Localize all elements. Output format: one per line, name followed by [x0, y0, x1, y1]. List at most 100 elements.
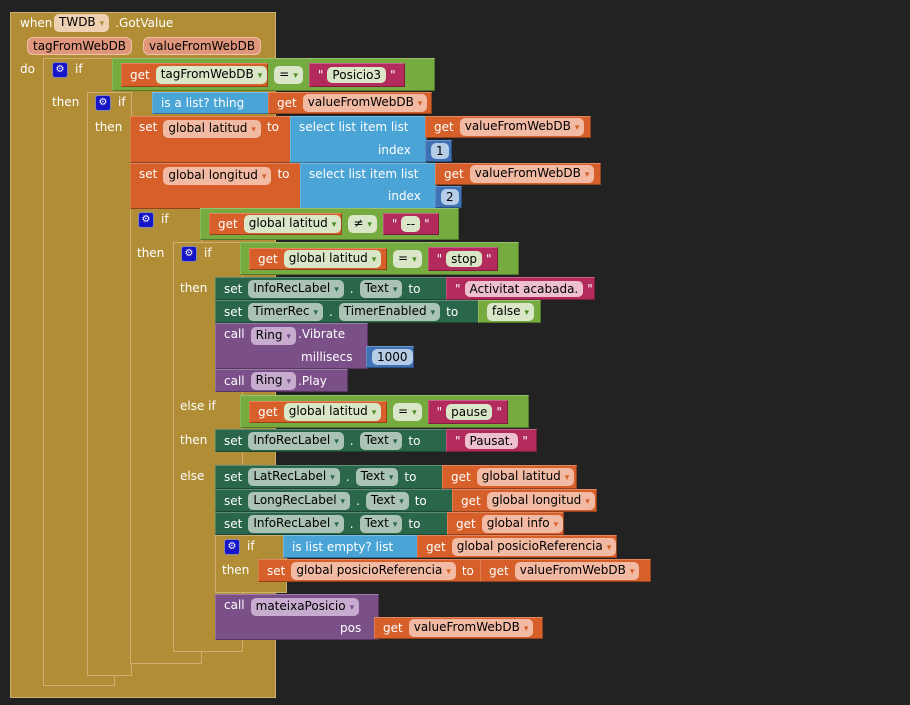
property-dropdown[interactable]: Text ▾	[365, 491, 409, 510]
variable-dropdown[interactable]: global longitud ▾	[163, 167, 272, 185]
number-field[interactable]: 2	[441, 189, 459, 205]
variable-dropdown[interactable]: global latitud ▾	[243, 215, 342, 233]
get-block[interactable]: get global latitud ▾	[249, 400, 387, 423]
number-field[interactable]: 1	[431, 143, 449, 159]
get-block[interactable]: get valueFromWebDB ▾	[374, 617, 543, 639]
gear-icon[interactable]: ⚙	[224, 539, 240, 555]
param-tag[interactable]: tagFromWebDB	[27, 37, 133, 55]
get-block[interactable]: get global latitud ▾	[209, 213, 343, 235]
get-block[interactable]: get global longitud ▾	[452, 489, 597, 512]
set-property-block[interactable]: set InfoRecLabel ▾. Text ▾ to	[215, 429, 449, 452]
gear-icon[interactable]: ⚙	[52, 62, 68, 78]
variable-dropdown[interactable]: global posicioReferencia ▾	[291, 561, 456, 580]
get-block[interactable]: get global latitud ▾	[249, 247, 387, 270]
operator-dropdown[interactable]: ≠ ▾	[348, 215, 377, 233]
set-property-block[interactable]: set InfoRecLabel ▾. Text ▾ to	[215, 277, 449, 300]
component-dropdown[interactable]: TimerRec ▾	[248, 302, 323, 321]
set-lat-label-block[interactable]: set LatRecLabel ▾. Text ▾ to	[215, 465, 444, 489]
property-dropdown[interactable]: TimerEnabled ▾	[338, 302, 441, 321]
property-dropdown[interactable]: Text ▾	[355, 468, 399, 486]
property-dropdown[interactable]: Text ▾	[359, 431, 403, 450]
pos-label: pos	[340, 621, 362, 635]
component-dropdown[interactable]: InfoRecLabel ▾	[248, 431, 344, 450]
is-list-empty-block[interactable]: is list empty? list	[283, 535, 419, 558]
text-block[interactable]: " Pausat. "	[446, 429, 537, 452]
gear-icon[interactable]: ⚙	[95, 95, 111, 111]
text-block[interactable]: " stop "	[427, 246, 498, 271]
text-field[interactable]: stop	[446, 250, 483, 267]
component-dropdown[interactable]: InfoRecLabel ▾	[248, 279, 344, 298]
compare-block[interactable]: get tagFromWebDB ▾ = ▾ " Posicio3 "	[112, 58, 435, 91]
number-block[interactable]: 1	[425, 140, 452, 162]
set-timer-block[interactable]: set TimerRec ▾. TimerEnabled ▾ to	[215, 300, 480, 323]
if-block-2[interactable]	[87, 92, 132, 676]
component-dropdown[interactable]: Ring ▾	[250, 371, 297, 390]
set-long-label-block[interactable]: set LongRecLabel ▾. Text ▾ to	[215, 489, 454, 512]
number-block[interactable]: 2	[435, 186, 462, 208]
component-dropdown[interactable]: InfoRecLabel ▾	[248, 514, 344, 533]
variable-dropdown[interactable]: global posicioReferencia ▾	[451, 537, 617, 556]
variable-dropdown[interactable]: valueFromWebDB ▾	[469, 165, 595, 183]
call-procedure-block[interactable]: call mateixaPosicio ▾	[215, 594, 379, 640]
boolean-block[interactable]: false ▾	[478, 300, 541, 323]
component-dropdown[interactable]: TWDB ▾	[54, 14, 110, 32]
compare-block[interactable]: get global latitud ▾ = ▾ " pause "	[240, 395, 529, 428]
compare-block[interactable]: get global latitud ▾ ≠ ▾ " -- "	[200, 208, 459, 240]
param-value[interactable]: valueFromWebDB	[143, 37, 262, 55]
operator-dropdown[interactable]: = ▾	[274, 65, 303, 84]
text-block[interactable]: " Posicio3 "	[308, 62, 405, 87]
text-block[interactable]: " Activitat acabada. "	[446, 277, 595, 300]
get-block[interactable]: get valueFromWebDB ▾	[425, 116, 591, 138]
get-block[interactable]: get valueFromWebDB ▾	[268, 92, 432, 114]
compare-block[interactable]: get global latitud ▾ = ▾ " stop "	[240, 242, 519, 275]
variable-dropdown[interactable]: tagFromWebDB ▾	[155, 65, 268, 84]
operator-dropdown[interactable]: = ▾	[393, 402, 422, 421]
variable-dropdown[interactable]: global longitud ▾	[486, 491, 595, 510]
set-longitud-block[interactable]: set global longitud ▾ to	[130, 163, 302, 209]
select-list-item-block[interactable]: select list item list	[290, 116, 427, 163]
set-variable-block[interactable]: set global posicioReferencia ▾ to	[258, 559, 482, 582]
variable-dropdown[interactable]: global info ▾	[481, 514, 564, 533]
select-list-item-block[interactable]: select list item list	[300, 163, 437, 209]
gear-icon[interactable]: ⚙	[181, 246, 197, 262]
set-latitud-block[interactable]: set global latitud ▾ to	[130, 116, 292, 163]
text-field[interactable]: --	[401, 216, 421, 232]
text-block[interactable]: " pause "	[427, 399, 508, 424]
variable-dropdown[interactable]: global latitud ▾	[476, 468, 575, 486]
component-dropdown[interactable]: Ring ▾	[250, 327, 297, 345]
text-field[interactable]: Posicio3	[327, 66, 387, 83]
operator-dropdown[interactable]: = ▾	[393, 249, 422, 268]
set-info-label-block[interactable]: set InfoRecLabel ▾. Text ▾ to	[215, 512, 449, 535]
number-field[interactable]: 1000	[372, 349, 413, 365]
variable-dropdown[interactable]: global latitud ▾	[283, 402, 382, 421]
block-text: LongRecLabel	[253, 492, 337, 507]
get-block[interactable]: get tagFromWebDB ▾	[121, 62, 269, 87]
get-block[interactable]: get global posicioReferencia ▾	[417, 535, 617, 558]
variable-dropdown[interactable]: global latitud ▾	[163, 120, 261, 138]
text-field[interactable]: Activitat acabada.	[464, 280, 584, 297]
boolean-dropdown[interactable]: false ▾	[487, 302, 535, 321]
get-block[interactable]: get global latitud ▾	[442, 465, 577, 489]
variable-dropdown[interactable]: valueFromWebDB ▾	[459, 118, 585, 136]
variable-dropdown[interactable]: valueFromWebDB ▾	[302, 94, 428, 112]
get-block[interactable]: get valueFromWebDB ▾	[480, 559, 651, 582]
text-field[interactable]: Pausat.	[464, 432, 519, 449]
variable-dropdown[interactable]: valueFromWebDB ▾	[408, 619, 534, 637]
get-block[interactable]: get valueFromWebDB ▾	[435, 163, 601, 185]
variable-dropdown[interactable]: valueFromWebDB ▾	[514, 561, 640, 580]
procedure-dropdown[interactable]: mateixaPosicio ▾	[250, 598, 360, 616]
is-list-block[interactable]: is a list? thing	[152, 92, 270, 114]
get-block[interactable]: get global info ▾	[447, 512, 564, 535]
number-block[interactable]: 1000	[366, 346, 414, 368]
call-play-block[interactable]: call Ring ▾ .Play	[215, 369, 348, 392]
component-dropdown[interactable]: LongRecLabel ▾	[248, 491, 351, 510]
call-vibrate-block[interactable]: call Ring ▾ .Vibrate	[215, 323, 368, 369]
variable-dropdown[interactable]: global latitud ▾	[283, 249, 382, 268]
block-text: is a list? thing	[161, 96, 245, 110]
component-dropdown[interactable]: LatRecLabel ▾	[248, 468, 340, 486]
property-dropdown[interactable]: Text ▾	[359, 514, 403, 533]
property-dropdown[interactable]: Text ▾	[359, 279, 403, 298]
text-field[interactable]: pause	[446, 403, 493, 420]
gear-icon[interactable]: ⚙	[138, 212, 154, 228]
text-block[interactable]: " -- "	[382, 213, 439, 235]
